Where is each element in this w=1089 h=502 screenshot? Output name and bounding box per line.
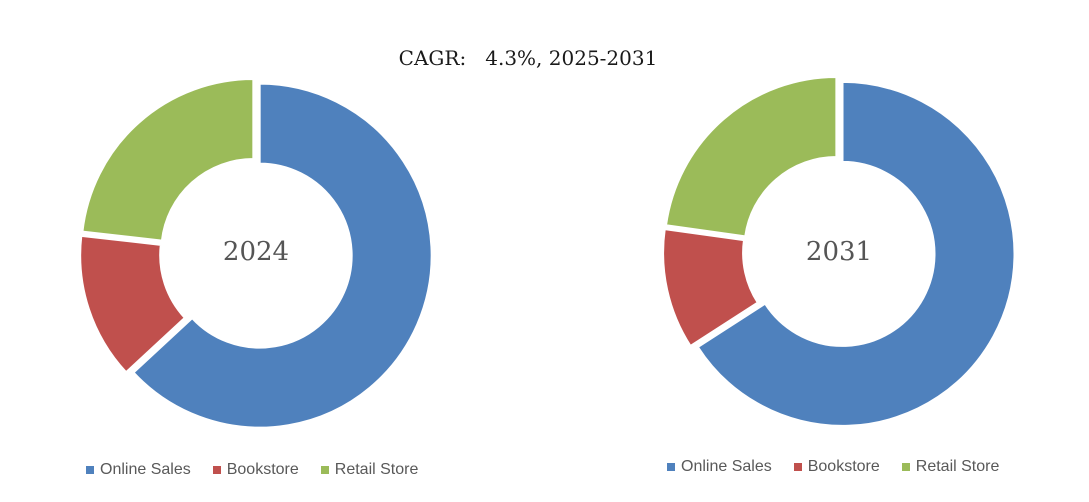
legend-swatch-bookstore [793, 463, 802, 471]
legend-item-online-sales: Online Sales [667, 458, 772, 476]
donut-chart-2024: 2024 [79, 78, 433, 429]
legend-label-bookstore: Bookstore [807, 458, 880, 475]
chart-title: CAGR: 4.3%, 2025-2031 [398, 46, 658, 70]
legend-swatch-retail-store [320, 466, 329, 474]
legend-swatch-online-sales [86, 466, 94, 474]
donut-slice-online-sales [696, 80, 1016, 427]
legend-item-bookstore: Bookstore [793, 458, 880, 476]
center-label-2024: 2024 [223, 237, 289, 267]
donut-slices-2031 [662, 75, 1016, 427]
donut-chart-2031: 2031 [662, 75, 1016, 427]
donut-slice-retail-store [664, 75, 838, 238]
donut-slice-bookstore [662, 228, 760, 348]
donut-slice-bookstore [79, 234, 187, 374]
legend-label-online-sales: Online Sales [100, 461, 191, 478]
legend-2031: Online Sales Bookstore Retail Store [667, 458, 999, 476]
legend-label-bookstore: Bookstore [226, 461, 299, 478]
legend-label-retail-store: Retail Store [915, 458, 1000, 475]
legend-item-retail-store: Retail Store [901, 458, 1000, 476]
legend-2024: Online Sales Bookstore Retail Store [86, 461, 418, 479]
legend-swatch-bookstore [212, 466, 221, 474]
donut-slices-2024 [79, 78, 433, 429]
legend-item-online-sales: Online Sales [86, 461, 191, 479]
legend-item-retail-store: Retail Store [320, 461, 419, 479]
legend-label-online-sales: Online Sales [681, 458, 772, 475]
legend-swatch-retail-store [901, 463, 910, 471]
legend-label-retail-store: Retail Store [334, 461, 419, 478]
legend-item-bookstore: Bookstore [212, 461, 299, 479]
center-label-2031: 2031 [806, 237, 872, 267]
donut-slice-online-sales [132, 82, 433, 429]
legend-swatch-online-sales [667, 463, 675, 471]
donut-slice-retail-store [81, 78, 255, 242]
